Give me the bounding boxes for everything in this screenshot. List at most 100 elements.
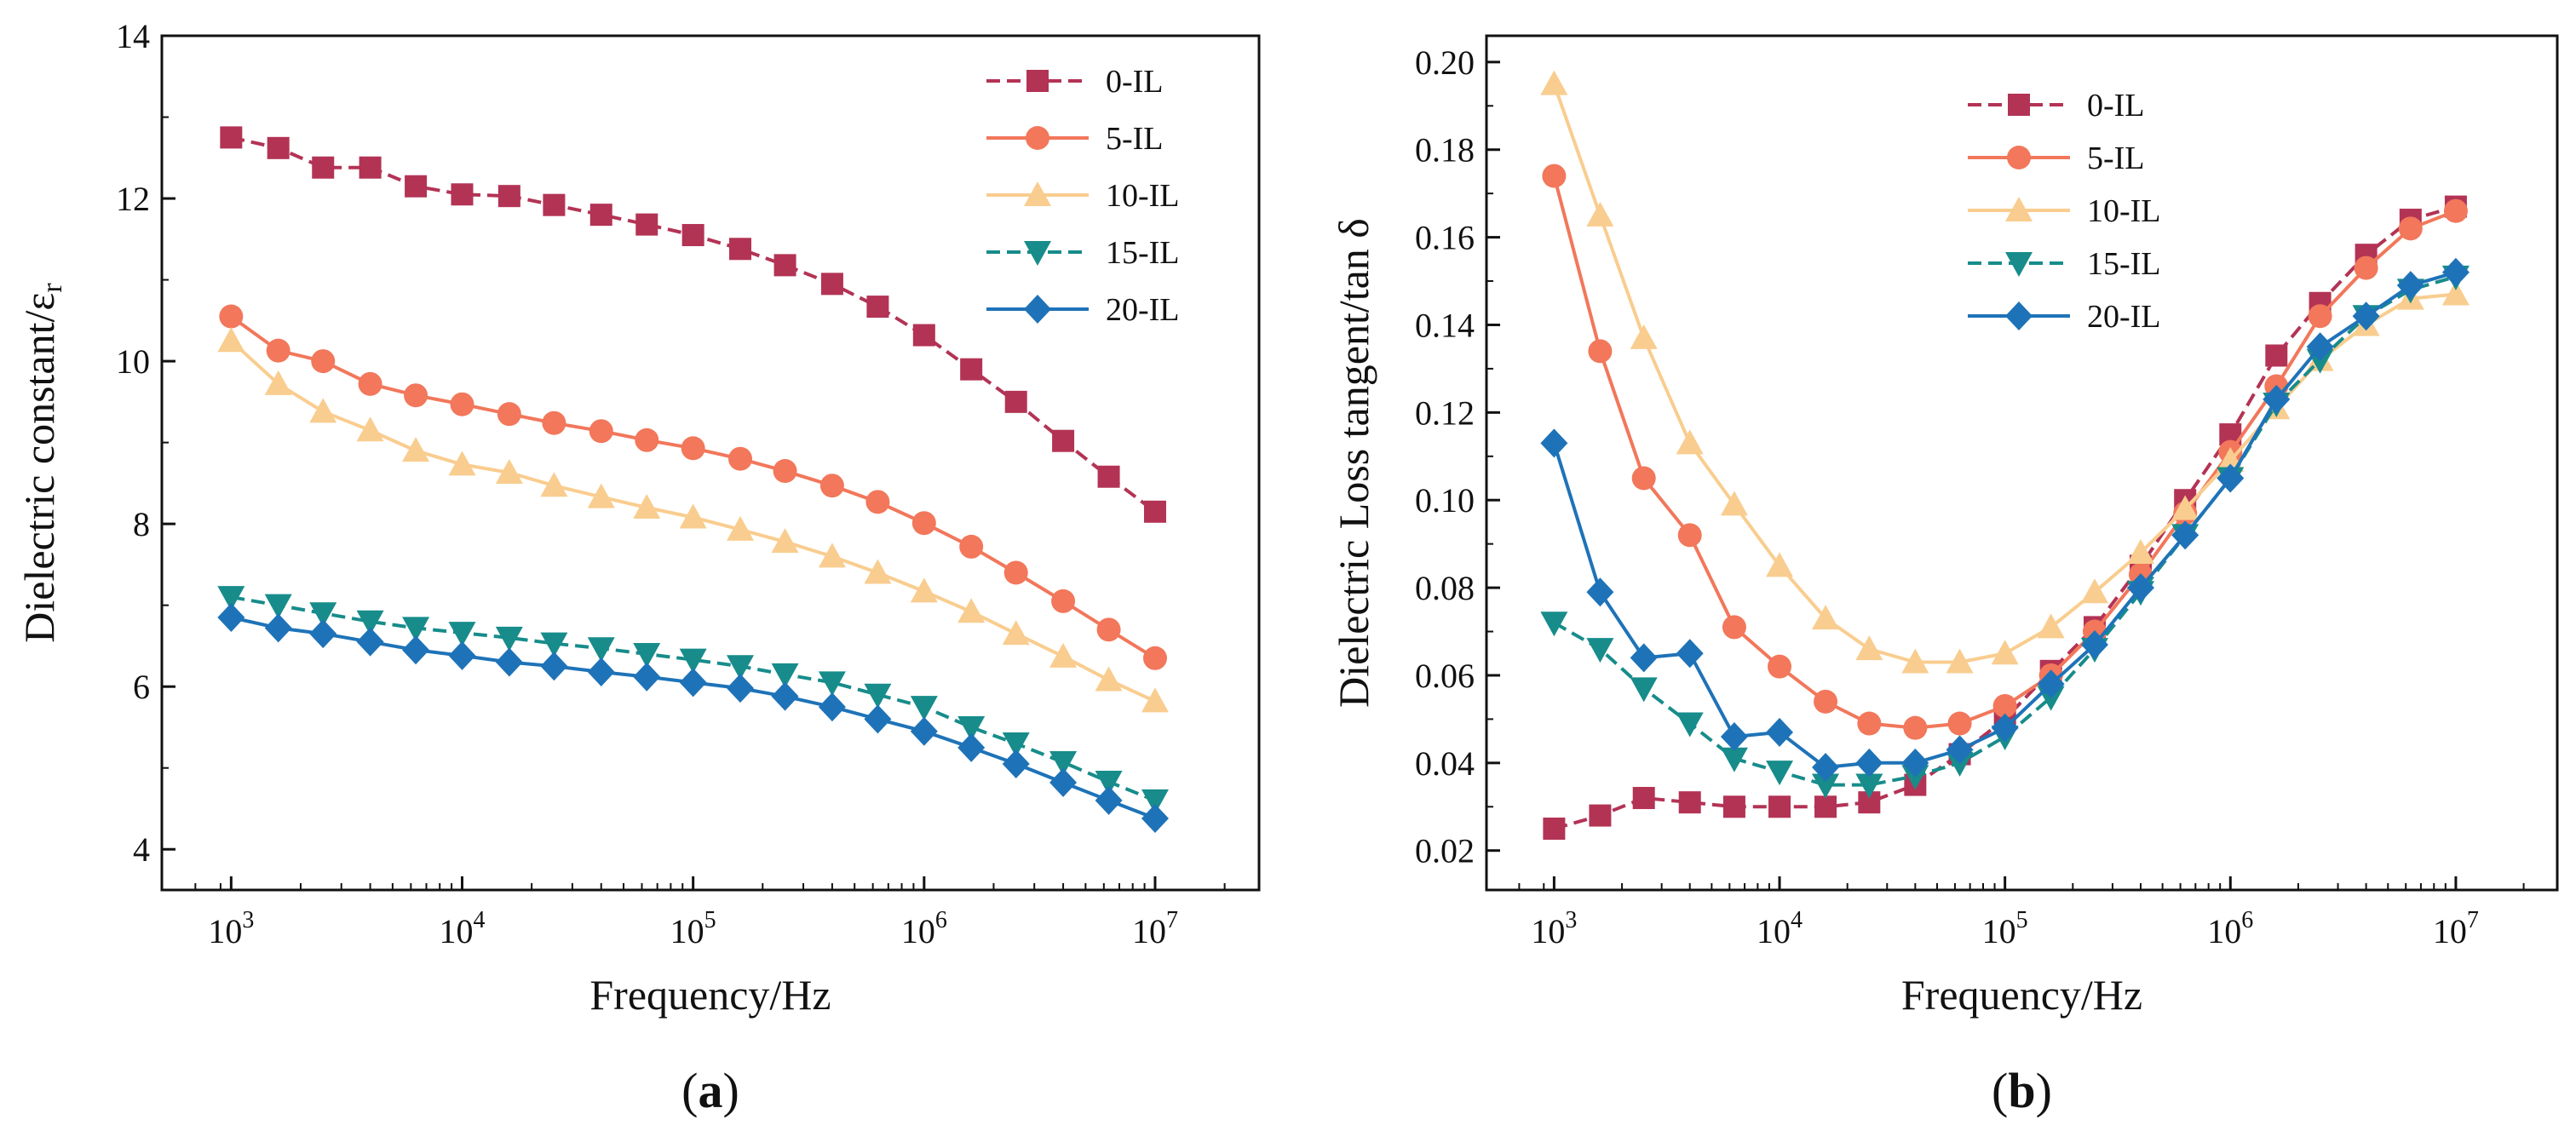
data-point-10-IL <box>957 598 986 623</box>
data-point-5-IL <box>1003 560 1028 585</box>
data-point-15-IL <box>633 642 661 668</box>
data-point-20-IL <box>495 647 523 677</box>
data-point-5-IL <box>2308 304 2332 329</box>
x-tick-label: 103 <box>1531 907 1577 950</box>
y-tick-label: 0.20 <box>1415 43 1475 82</box>
plot-frame-b <box>1485 34 2559 892</box>
y-tick-label: 10 <box>116 342 150 381</box>
data-point-10-IL <box>2441 280 2470 306</box>
data-point-20-IL <box>540 652 568 681</box>
data-point-5-IL <box>1768 654 1792 679</box>
series-20-IL <box>217 602 1169 833</box>
legend-label-15-IL: 15-IL <box>1106 235 1180 271</box>
data-point-5-IL <box>1722 615 1746 640</box>
x-tick-label: 104 <box>440 907 486 950</box>
data-point-5-IL <box>358 371 382 396</box>
data-point-20-IL <box>1991 713 2019 743</box>
data-point-5-IL <box>2398 216 2423 241</box>
data-point-20-IL <box>1855 748 1883 778</box>
panel-label-b: (b) <box>1992 1063 2052 1118</box>
data-point-15-IL <box>356 610 384 635</box>
data-point-5-IL <box>1588 339 1613 364</box>
data-point-15-IL <box>1812 773 1840 799</box>
data-point-20-IL <box>771 681 799 711</box>
data-point-10-IL <box>1049 642 1078 668</box>
y-tick-label: 0.14 <box>1415 306 1475 344</box>
legend-label-20-IL: 20-IL <box>1106 292 1180 328</box>
data-point-5-IL <box>773 459 797 484</box>
data-point-10-IL <box>818 543 846 568</box>
data-point-10-IL <box>448 451 476 476</box>
data-point-20-IL <box>402 635 430 665</box>
legend-label-0-IL: 0-IL <box>2087 88 2145 123</box>
legend-marker-0-IL <box>2008 94 2030 116</box>
data-point-20-IL <box>1812 752 1840 782</box>
data-point-10-IL <box>633 494 661 520</box>
data-point-5-IL <box>404 383 428 408</box>
y-tick-label: 14 <box>116 17 150 55</box>
x-axis-title: Frequency/Hz <box>589 971 831 1019</box>
data-point-15-IL <box>818 671 846 697</box>
data-point-5-IL <box>635 428 659 452</box>
x-tick-label: 107 <box>2433 907 2479 950</box>
data-point-15-IL <box>1586 638 1614 663</box>
data-point-15-IL <box>540 632 568 657</box>
data-point-20-IL <box>356 627 384 657</box>
data-point-20-IL <box>1095 785 1123 815</box>
y-tick-label: 0.10 <box>1415 481 1475 520</box>
data-point-10-IL <box>1002 620 1030 646</box>
x-tick-label: 107 <box>1132 907 1178 950</box>
data-point-15-IL <box>727 655 755 680</box>
data-point-20-IL <box>2080 629 2108 659</box>
data-point-10-IL <box>2126 538 2154 564</box>
data-point-0-IL <box>589 204 612 227</box>
data-point-10-IL <box>495 458 523 484</box>
y-tick-label: 0.04 <box>1415 744 1475 783</box>
y-tick-label: 0.02 <box>1415 832 1475 870</box>
data-point-0-IL <box>267 136 290 159</box>
data-point-10-IL <box>1766 552 1794 577</box>
data-point-5-IL <box>1992 693 2017 718</box>
data-point-20-IL <box>2396 271 2424 301</box>
y-tick-label: 0.08 <box>1415 569 1475 607</box>
data-point-20-IL <box>1766 717 1794 747</box>
data-point-5-IL <box>1051 588 1076 613</box>
data-point-0-IL <box>451 183 474 206</box>
data-point-15-IL <box>1002 732 1030 758</box>
data-point-20-IL <box>679 668 707 698</box>
data-point-5-IL <box>2443 198 2468 223</box>
data-point-15-IL <box>1141 789 1169 814</box>
data-point-20-IL <box>1630 643 1658 673</box>
data-point-15-IL <box>1049 751 1078 777</box>
chart-panel-a: 103 104 105 106 107 4 6 8 10 12 14 Frequency/Hz Diel… <box>15 17 1261 1118</box>
data-point-15-IL <box>957 715 986 741</box>
data-point-5-IL <box>728 446 753 471</box>
y-tick-label: 0.06 <box>1415 657 1475 695</box>
data-point-10-IL <box>1855 635 1883 661</box>
data-point-15-IL <box>910 696 938 721</box>
data-point-10-IL <box>1812 605 1840 630</box>
data-point-20-IL <box>309 619 337 649</box>
data-point-0-IL <box>1143 500 1166 523</box>
data-point-20-IL <box>2126 573 2154 603</box>
x-tick-label: 103 <box>208 907 254 950</box>
data-point-20-IL <box>1141 803 1169 833</box>
legend-marker-5-IL <box>1026 126 1049 150</box>
data-point-20-IL <box>1586 577 1614 607</box>
data-point-0-IL <box>405 175 428 198</box>
y-axis-title: Dielectric Loss tangent/tan δ <box>1330 218 1377 708</box>
data-point-15-IL <box>217 586 245 611</box>
data-point-0-IL <box>1678 791 1701 814</box>
data-point-5-IL <box>1142 646 1167 670</box>
legend-label-10-IL: 10-IL <box>2087 193 2161 229</box>
data-point-0-IL <box>1768 795 1791 818</box>
data-point-0-IL <box>681 224 704 247</box>
data-point-5-IL <box>450 392 474 416</box>
data-point-0-IL <box>497 185 520 208</box>
data-point-5-IL <box>959 534 984 559</box>
data-point-0-IL <box>312 156 335 179</box>
data-point-20-IL <box>910 716 938 746</box>
legend-marker-5-IL <box>2007 146 2031 169</box>
data-point-5-IL <box>1903 715 1928 740</box>
